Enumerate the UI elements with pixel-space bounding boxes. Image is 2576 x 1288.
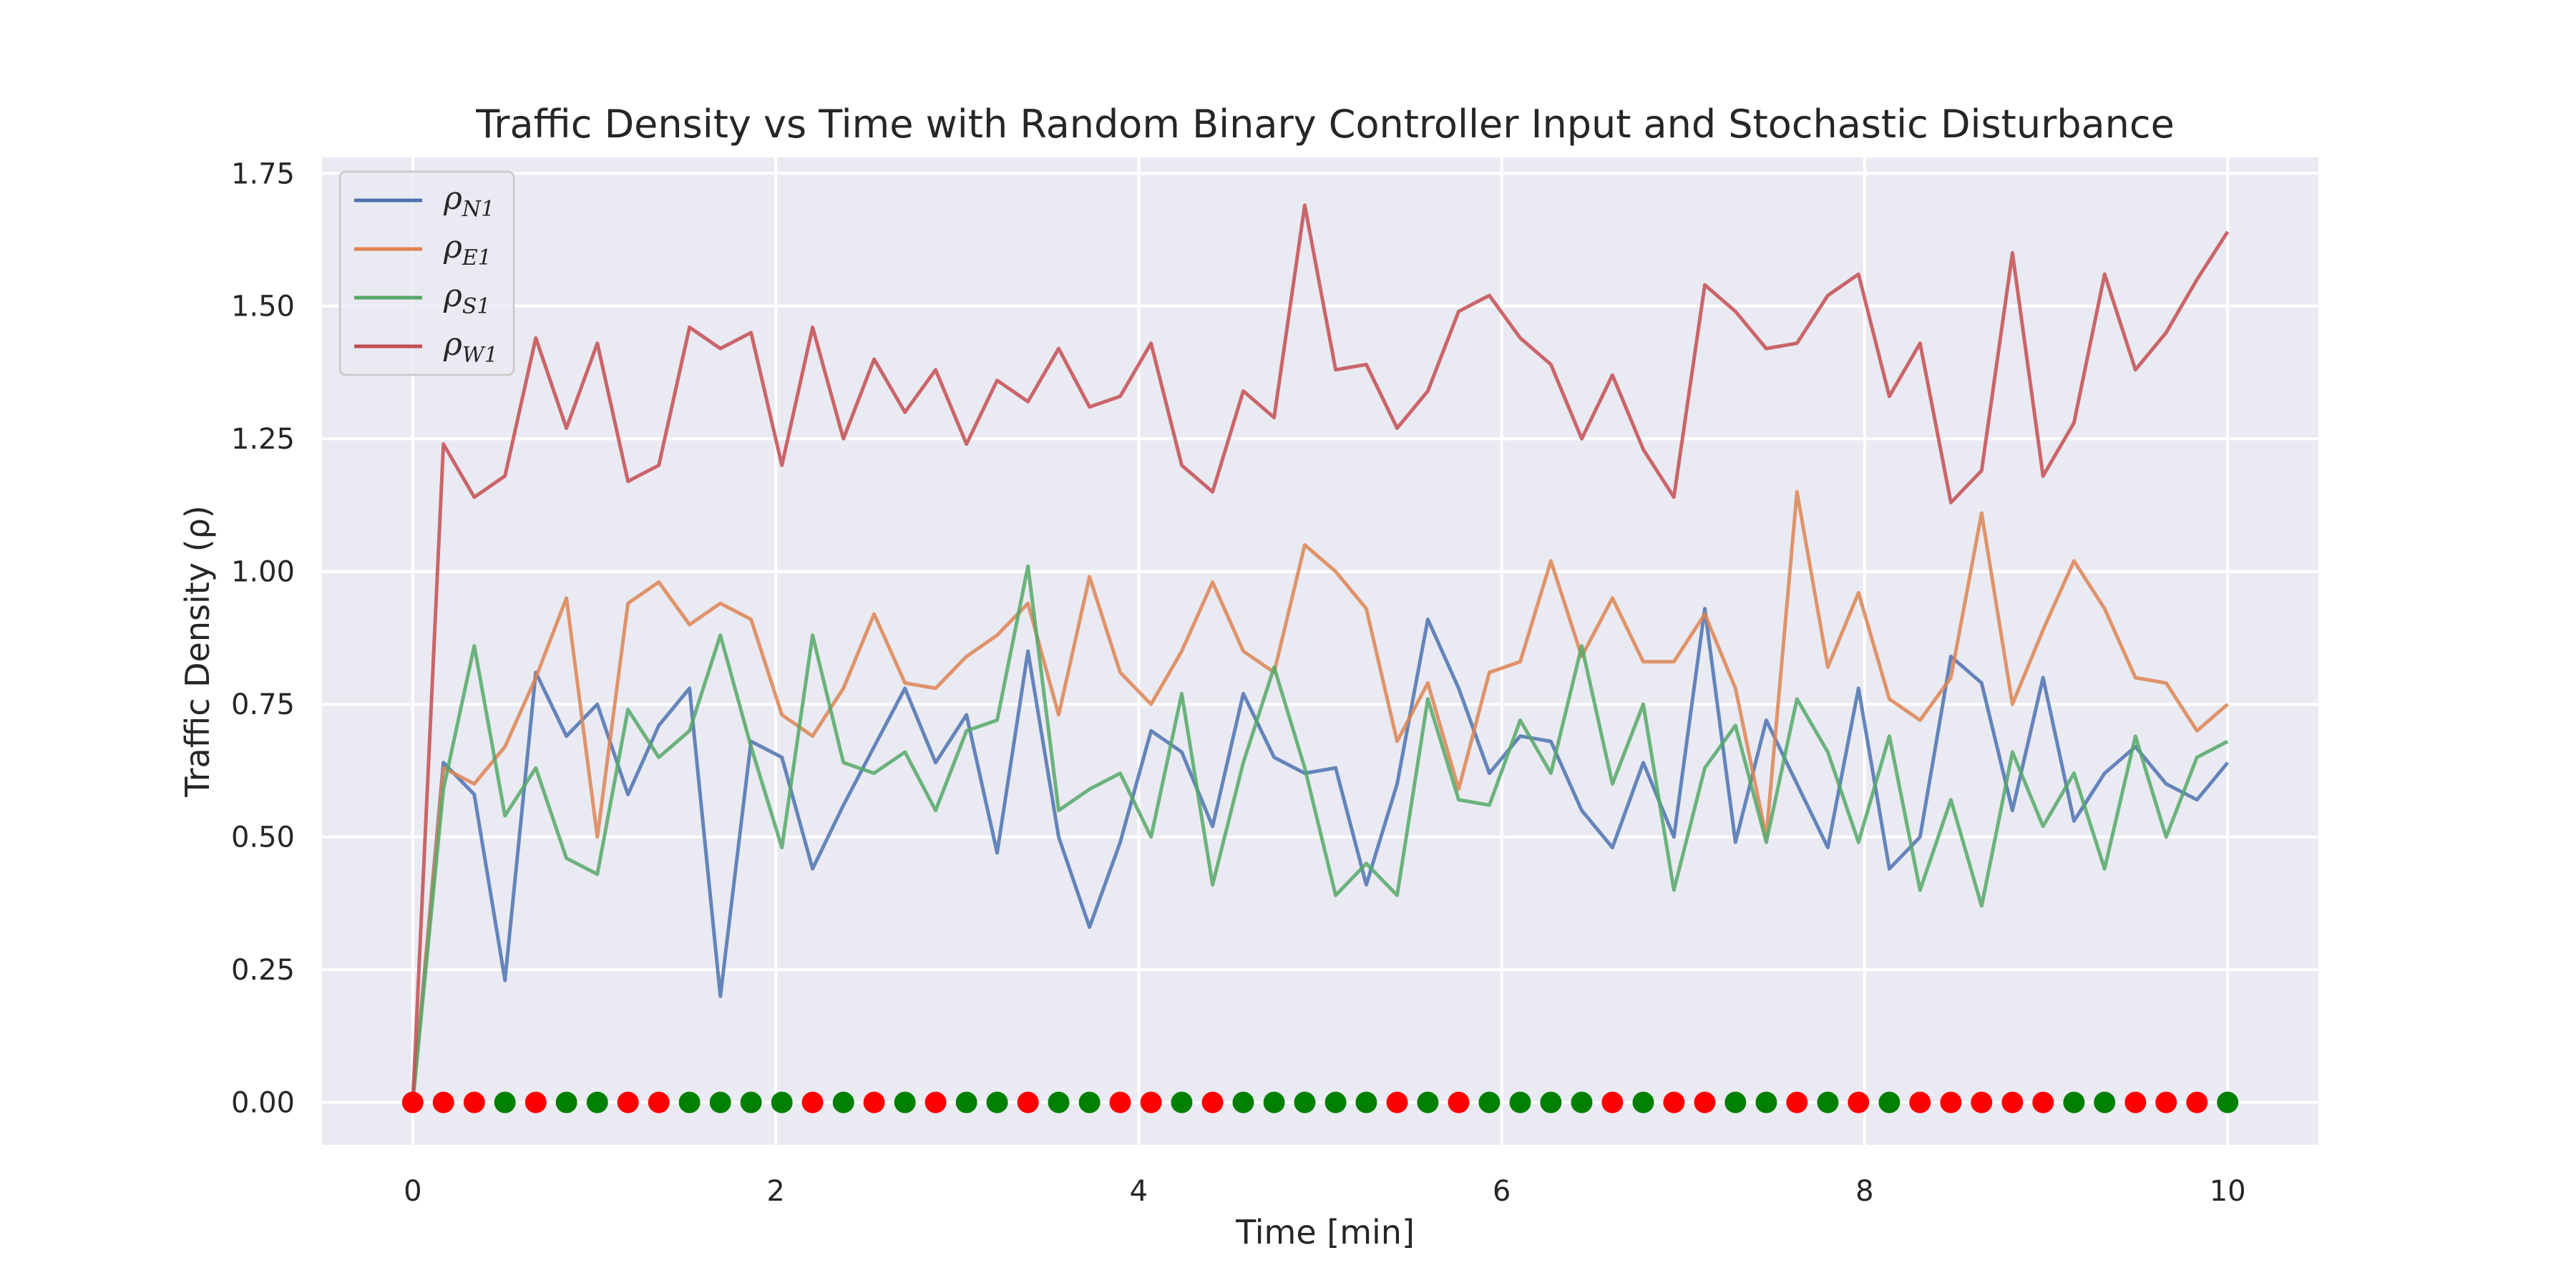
controller-marker <box>1324 1091 1347 1113</box>
y-tick-label: 1.75 <box>231 157 295 190</box>
controller-marker <box>678 1091 701 1113</box>
y-tick-label: 0.25 <box>231 954 295 987</box>
chart-title: Traffic Density vs Time with Random Bina… <box>475 102 2175 147</box>
series-line-E1 <box>411 489 2229 1103</box>
controller-marker <box>1848 1091 1870 1113</box>
controller-markers <box>401 1091 2239 1113</box>
controller-marker <box>2001 1091 2024 1113</box>
controller-marker <box>955 1091 977 1113</box>
y-axis-label: Traffic Density (ρ) <box>178 505 217 797</box>
controller-marker <box>1017 1091 1039 1113</box>
controller-marker <box>555 1091 577 1113</box>
x-tick-label: 2 <box>766 1175 784 1208</box>
controller-marker <box>2155 1091 2177 1113</box>
controller-marker <box>1171 1091 1193 1113</box>
controller-marker <box>1355 1091 1377 1113</box>
controller-marker <box>1048 1091 1070 1113</box>
controller-marker <box>771 1091 793 1113</box>
controller-marker <box>1540 1091 1562 1113</box>
controller-marker <box>1478 1091 1501 1113</box>
y-tick-labels: 0.00 0.25 0.50 0.75 1.00 1.25 1.50 1.75 <box>231 157 295 1119</box>
y-tick-label: 1.25 <box>231 423 295 456</box>
controller-marker <box>924 1091 947 1113</box>
controller-marker <box>1263 1091 1285 1113</box>
controller-marker <box>1417 1091 1439 1113</box>
x-tick-label: 6 <box>1493 1175 1511 1208</box>
controller-marker <box>1878 1091 1901 1113</box>
controller-marker <box>1694 1091 1716 1113</box>
controller-marker <box>1663 1091 1685 1113</box>
plot-area <box>322 157 2318 1145</box>
y-tick-label: 1.00 <box>231 556 295 589</box>
controller-marker <box>709 1091 731 1113</box>
controller-marker <box>1571 1091 1593 1113</box>
y-tick-label: 1.50 <box>231 291 295 323</box>
controller-marker <box>432 1091 454 1113</box>
controller-marker <box>2032 1091 2054 1113</box>
controller-marker <box>1448 1091 1470 1113</box>
controller-marker <box>1232 1091 1254 1113</box>
controller-marker <box>1817 1091 1839 1113</box>
series-line-W1 <box>411 203 2230 1103</box>
controller-marker <box>1201 1091 1224 1113</box>
controller-marker <box>494 1091 516 1113</box>
controller-marker <box>1755 1091 1777 1113</box>
controller-marker <box>401 1091 424 1113</box>
controller-marker <box>1109 1091 1131 1113</box>
x-tick-labels: 0 2 4 6 8 10 <box>404 1175 2246 1208</box>
controller-marker <box>2186 1091 2208 1113</box>
controller-marker <box>2124 1091 2147 1113</box>
y-tick-label: 0.00 <box>231 1087 295 1120</box>
controller-marker <box>801 1091 824 1113</box>
series-line-N1 <box>411 607 2230 1103</box>
controller-marker <box>986 1091 1008 1113</box>
controller-marker <box>2217 1091 2239 1113</box>
controller-marker <box>832 1091 854 1113</box>
x-tick-label: 0 <box>404 1175 421 1208</box>
controller-marker <box>2063 1091 2085 1113</box>
legend-label-N1: ρN1 <box>443 180 494 222</box>
x-tick-label: 10 <box>2210 1175 2246 1208</box>
controller-marker <box>1509 1091 1531 1113</box>
y-tick-label: 0.75 <box>231 688 295 721</box>
controller-marker <box>463 1091 485 1113</box>
controller-marker <box>894 1091 916 1113</box>
controller-marker <box>1909 1091 1931 1113</box>
controller-marker <box>1078 1091 1101 1113</box>
legend-label-E1: ρE1 <box>443 229 492 270</box>
series-layer <box>411 203 2230 1103</box>
y-tick-label: 0.50 <box>231 821 295 854</box>
controller-marker <box>1724 1091 1747 1113</box>
x-axis-label: Time [min] <box>1235 1213 1415 1252</box>
controller-marker <box>2094 1091 2116 1113</box>
controller-marker <box>586 1091 608 1113</box>
controller-marker <box>1940 1091 1962 1113</box>
controller-marker <box>525 1091 547 1113</box>
controller-marker <box>863 1091 885 1113</box>
controller-marker <box>1140 1091 1162 1113</box>
controller-marker <box>1786 1091 1808 1113</box>
controller-marker <box>1632 1091 1654 1113</box>
series-line-S1 <box>411 564 2229 1103</box>
x-tick-label: 4 <box>1130 1175 1148 1208</box>
legend-label-W1: ρW1 <box>443 326 498 368</box>
legend-label-S1: ρS1 <box>443 278 491 319</box>
x-tick-label: 8 <box>1855 1175 1873 1208</box>
controller-marker <box>617 1091 639 1113</box>
legend-box <box>338 170 515 376</box>
controller-marker <box>1294 1091 1316 1113</box>
controller-marker <box>1601 1091 1624 1113</box>
controller-marker <box>1971 1091 1993 1113</box>
controller-marker <box>1386 1091 1408 1113</box>
controller-marker <box>648 1091 670 1113</box>
legend: ρN1 ρE1 ρS1 ρW1 <box>338 170 515 376</box>
controller-marker <box>740 1091 762 1113</box>
